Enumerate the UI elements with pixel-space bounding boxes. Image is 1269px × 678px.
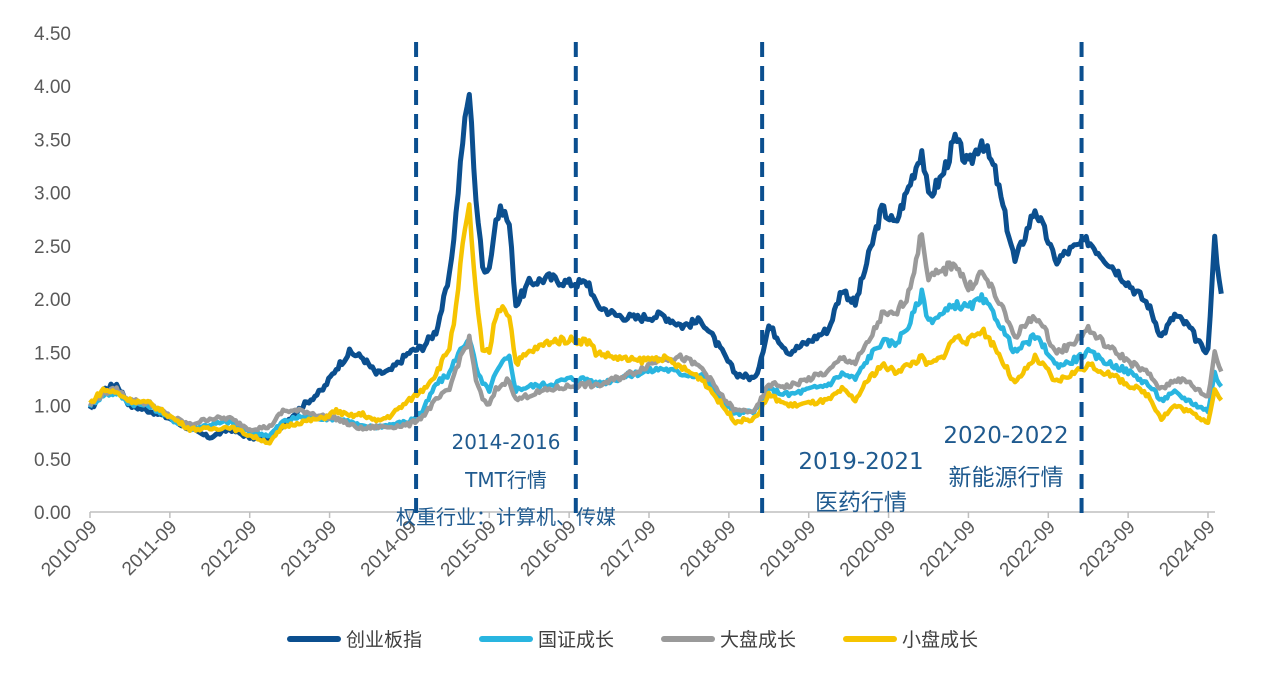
annotation-pharma-period: 2019-2021: [798, 449, 923, 475]
x-tick-label: 2019-09: [756, 517, 820, 581]
legend-item-xpcz: 小盘成长: [843, 629, 978, 651]
y-tick-label: 2.00: [34, 290, 71, 311]
legend-label-xpcz: 小盘成长: [902, 629, 978, 651]
y-tick-label: 1.50: [34, 343, 71, 364]
legend-label-cyb: 创业板指: [346, 629, 422, 651]
x-tick-label: 2022-09: [996, 517, 1060, 581]
x-tick-label: 2020-09: [836, 517, 900, 581]
x-tick-label: 2018-09: [676, 517, 740, 581]
annotation-pharma-title: 医药行情: [815, 490, 907, 516]
x-tick-label: 2024-09: [1155, 517, 1219, 581]
y-tick-label: 4.50: [34, 24, 71, 45]
legend-item-dpcz: 大盘成长: [661, 629, 796, 651]
annotation-tmt-period: 2014-2016: [451, 430, 560, 454]
legend: 创业板指 国证成长 大盘成长 小盘成长: [287, 629, 978, 651]
y-tick-label: 2.50: [34, 237, 71, 258]
series-line-cyb: [87, 91, 1224, 444]
annotation-newenergy: 2020-2022 新能源行情: [943, 423, 1068, 491]
series-line-dpcz: [88, 232, 1224, 433]
x-tick-label: 2023-09: [1076, 517, 1140, 581]
x-tick-label: 2021-09: [916, 517, 980, 581]
legend-item-gzcz: 国证成长: [479, 629, 614, 651]
y-tick-label: 4.00: [34, 77, 71, 98]
x-tick-label: 2011-09: [118, 517, 181, 580]
series-lines: [87, 91, 1224, 446]
x-axis: 2010-09 2011-09 2012-09 2013-09 2014-09 2015-…: [37, 511, 1220, 581]
annotation-pharma: 2019-2021 医药行情: [798, 449, 923, 516]
x-tick-label: 2012-09: [197, 517, 261, 581]
annotation-newenergy-title: 新能源行情: [949, 465, 1064, 491]
x-tick-label: 2013-09: [277, 517, 341, 581]
y-axis: 0.00 0.50 1.00 1.50 2.00 2.50 3.00 3.50 4.00 4.50: [34, 24, 71, 524]
series-line-gzcz: [87, 287, 1224, 439]
legend-item-cyb: 创业板指: [287, 629, 422, 651]
y-tick-label: 0.50: [34, 450, 71, 471]
annotation-tmt: 2014-2016 TMT行情 权重行业：计算机、传媒: [396, 430, 616, 529]
y-tick-label: 0.00: [34, 503, 71, 524]
annotation-tmt-title: TMT行情: [464, 468, 547, 492]
y-tick-label: 3.00: [34, 184, 71, 205]
series-line-xpcz: [88, 202, 1224, 446]
x-tick-label: 2010-09: [37, 517, 101, 581]
y-tick-label: 1.00: [34, 397, 71, 418]
annotation-newenergy-period: 2020-2022: [943, 423, 1068, 449]
y-tick-label: 3.50: [34, 130, 71, 151]
annotation-tmt-sectors: 权重行业：计算机、传媒: [396, 505, 616, 529]
legend-label-dpcz: 大盘成长: [720, 629, 796, 651]
legend-label-gzcz: 国证成长: [538, 629, 614, 651]
period-dividers: [414, 42, 1084, 518]
